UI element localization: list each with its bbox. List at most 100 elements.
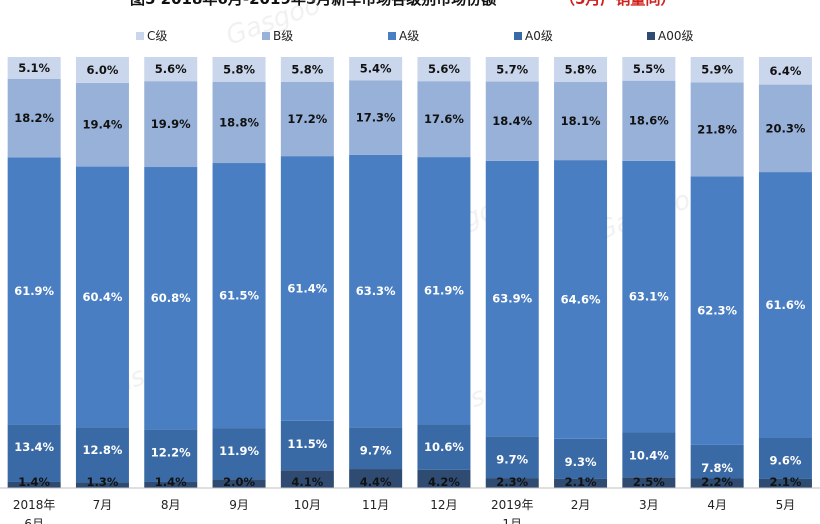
legend-item: A级	[388, 29, 419, 43]
data-label: 62.3%	[697, 304, 737, 318]
data-label: 61.6%	[765, 298, 805, 312]
bar-segment	[349, 80, 403, 155]
data-label: 10.6%	[424, 440, 464, 454]
data-label: 12.8%	[82, 443, 122, 457]
data-label: 9.6%	[769, 454, 801, 468]
data-label: 63.9%	[492, 292, 532, 306]
legend-label: A0级	[525, 29, 553, 43]
data-label: 17.2%	[287, 112, 327, 126]
bar-segment	[7, 57, 61, 79]
data-label: 5.6%	[155, 62, 187, 76]
bar-segment	[758, 437, 812, 479]
bar-segment	[758, 57, 812, 85]
x-tick-label: 2018年 6月	[13, 498, 56, 524]
data-label: 11.9%	[219, 444, 259, 458]
bar-segment	[485, 478, 539, 488]
data-labels: 1.4% 13.4% 61.9% 18.2% 5.1% 1.3% 12.8% 60.4% 19.…	[14, 61, 806, 489]
x-tick-label: 8月	[161, 498, 181, 512]
data-label: 18.8%	[219, 116, 259, 130]
bar-segment	[75, 482, 129, 488]
bar-segment	[622, 80, 676, 161]
data-label: 5.6%	[428, 62, 460, 76]
bar-segment	[690, 478, 744, 488]
bar-segment	[280, 420, 334, 471]
bar-segment	[554, 478, 608, 488]
bar-segment	[280, 156, 334, 421]
data-label: 60.4%	[82, 290, 122, 304]
legend-item: A0级	[514, 29, 553, 43]
data-label: 63.3%	[356, 284, 396, 298]
data-label: 17.3%	[356, 111, 396, 125]
data-label: 18.4%	[492, 114, 532, 128]
x-tick-label: 11月	[362, 498, 389, 512]
bar-segment	[690, 176, 744, 445]
data-label: 9.7%	[496, 452, 528, 466]
legend-label: B级	[273, 29, 293, 43]
data-label: 2.1%	[769, 475, 801, 489]
bar-segment	[212, 82, 266, 164]
bar-segment	[144, 57, 198, 82]
data-label: 17.6%	[424, 112, 464, 126]
x-tick-label: 10月	[294, 498, 321, 512]
data-label: 1.3%	[86, 475, 118, 489]
x-tick-label: 2月	[571, 498, 591, 512]
bar-segment	[212, 163, 266, 429]
bar-segment	[690, 57, 744, 83]
data-label: 5.9%	[701, 63, 733, 77]
data-label: 60.8%	[151, 291, 191, 305]
x-tick-label: 9月	[229, 498, 249, 512]
data-label: 4.4%	[360, 475, 392, 489]
bar-segment	[485, 57, 539, 82]
data-label: 63.1%	[629, 290, 669, 304]
svg-text:2018年: 2018年	[13, 498, 56, 512]
bar-segment	[485, 160, 539, 437]
legend-item: B级	[262, 29, 293, 43]
bar-segment	[758, 478, 812, 488]
bar-segment	[622, 57, 676, 81]
bar-segment	[622, 432, 676, 478]
bar-segment	[7, 78, 61, 158]
bar-segment	[144, 81, 198, 168]
bar-segment	[417, 424, 471, 470]
data-label: 1.4%	[18, 475, 50, 489]
svg-text:8月: 8月	[161, 498, 181, 512]
legend-swatch	[262, 32, 270, 40]
bar-segment	[417, 469, 471, 488]
data-label: 61.9%	[424, 284, 464, 298]
x-tick-label: 3月	[639, 498, 659, 512]
data-label: 61.5%	[219, 289, 259, 303]
data-label: 13.4%	[14, 440, 54, 454]
bar-segment	[622, 477, 676, 488]
x-tick-label: 4月	[707, 498, 727, 512]
bar-segment	[349, 154, 403, 428]
bar-segment	[349, 469, 403, 488]
bar-segment	[554, 160, 608, 439]
svg-text:11月: 11月	[362, 498, 389, 512]
bar-segment	[75, 166, 129, 428]
bar-segment	[212, 57, 266, 82]
bar-segment	[554, 57, 608, 83]
x-tick-label: 5月	[776, 498, 796, 512]
bar-segment	[690, 444, 744, 479]
chart-title-note: （5月广销量同）	[560, 0, 675, 8]
svg-text:1月: 1月	[502, 517, 522, 524]
data-label: 2.1%	[565, 475, 597, 489]
data-label: 11.5%	[287, 437, 327, 451]
bar-segment	[417, 81, 471, 158]
data-label: 2.2%	[701, 475, 733, 489]
data-label: 64.6%	[561, 292, 601, 306]
svg-text:2019年: 2019年	[491, 498, 534, 512]
svg-text:12月: 12月	[430, 498, 457, 512]
legend-swatch	[388, 32, 396, 40]
bar-segment	[75, 427, 129, 483]
data-label: 5.8%	[291, 63, 323, 77]
bar-segment	[417, 157, 471, 425]
data-label: 9.7%	[360, 443, 392, 457]
bar-segment	[144, 167, 198, 430]
bar-segment	[212, 428, 266, 480]
data-label: 5.8%	[223, 63, 255, 77]
